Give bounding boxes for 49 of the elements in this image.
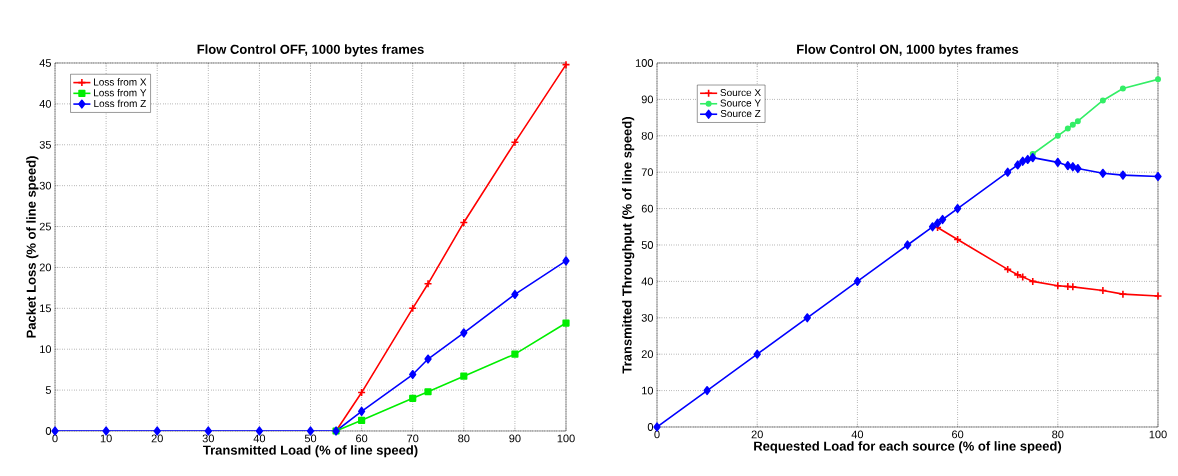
- legend-label: Source X: [720, 89, 761, 97]
- x-tick-label: 30: [202, 434, 214, 443]
- x-tick-label: 10: [100, 434, 112, 443]
- y-tick-label: 50: [641, 241, 654, 249]
- legend-label: Source Z: [720, 110, 761, 118]
- x-tick-label: 50: [304, 434, 317, 443]
- legend-label: Source Y: [720, 99, 761, 107]
- x-axis-title: Requested Load for each source (% of line speed): [754, 441, 1062, 454]
- x-tick-label: 100: [1149, 430, 1167, 439]
- y-tick-label: 10: [40, 345, 52, 354]
- y-tick-label: 40: [641, 277, 654, 286]
- y-tick-label: 80: [641, 131, 654, 140]
- y-tick-label: 15: [40, 304, 52, 313]
- y-tick-label: 45: [39, 59, 52, 67]
- legend-label: Loss from Z: [94, 99, 146, 108]
- chart-title: Flow Control OFF, 1000 bytes frames: [197, 44, 424, 57]
- y-tick-label: 100: [635, 59, 654, 67]
- y-tick-label: 20: [641, 350, 654, 359]
- x-tick-label: 0: [52, 434, 58, 443]
- y-axis-title: Transmitted Throughput (% of line speed): [622, 117, 635, 374]
- x-tick-label: 60: [952, 430, 964, 439]
- x-tick-label: 60: [356, 434, 368, 443]
- x-tick-label: 100: [557, 434, 575, 443]
- x-tick-label: 20: [751, 430, 763, 439]
- legend-label: Loss from X: [94, 78, 147, 86]
- y-tick-label: 25: [39, 222, 52, 231]
- y-tick-label: 10: [642, 386, 654, 395]
- x-tick-label: 20: [151, 434, 163, 443]
- legend-label: Loss from Y: [94, 88, 147, 97]
- y-tick-label: 40: [39, 100, 52, 108]
- y-tick-label: 35: [39, 140, 52, 149]
- x-tick-label: 70: [407, 434, 419, 443]
- y-tick-label: 30: [39, 181, 52, 190]
- y-tick-label: 60: [641, 204, 654, 213]
- y-tick-label: 70: [641, 168, 654, 177]
- x-tick-label: 0: [654, 430, 660, 439]
- x-tick-label: 90: [509, 434, 521, 443]
- y-tick-label: 0: [647, 423, 654, 431]
- y-axis-title: Packet Loss (% of line speed): [26, 156, 39, 338]
- y-tick-label: 20: [39, 263, 52, 272]
- y-tick-label: 5: [45, 386, 52, 394]
- y-tick-label: 30: [641, 313, 654, 322]
- x-axis-title: Transmitted Load (% of line speed): [203, 445, 418, 458]
- chart-title: Flow Control ON, 1000 bytes frames: [797, 44, 1019, 57]
- y-tick-label: 90: [641, 95, 654, 104]
- x-tick-label: 80: [1052, 430, 1064, 439]
- x-tick-label: 40: [851, 430, 864, 439]
- x-tick-label: 80: [458, 434, 470, 443]
- x-tick-label: 40: [253, 434, 266, 443]
